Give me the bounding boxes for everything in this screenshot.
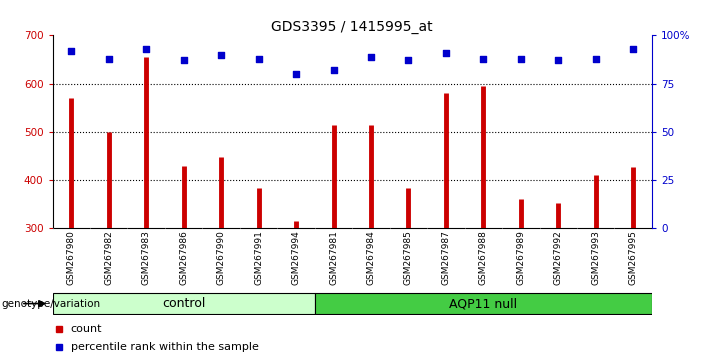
Point — [590, 56, 601, 61]
Text: GSM267993: GSM267993 — [591, 230, 600, 285]
Text: GSM267995: GSM267995 — [629, 230, 638, 285]
Bar — [53, 293, 315, 314]
Text: GSM267984: GSM267984 — [367, 230, 376, 285]
Text: GSM267980: GSM267980 — [67, 230, 76, 285]
Text: GSM267982: GSM267982 — [104, 230, 114, 285]
Text: GSM267981: GSM267981 — [329, 230, 338, 285]
Point — [365, 54, 376, 59]
Point — [403, 58, 414, 63]
Text: AQP11 null: AQP11 null — [449, 297, 517, 310]
Point — [103, 56, 114, 61]
Text: GSM267990: GSM267990 — [217, 230, 226, 285]
Point — [440, 50, 451, 56]
Text: GSM267988: GSM267988 — [479, 230, 488, 285]
Point — [478, 56, 489, 61]
Point — [178, 58, 189, 63]
Point — [66, 48, 77, 54]
Point — [515, 56, 526, 61]
Text: GSM267985: GSM267985 — [404, 230, 413, 285]
Point — [141, 46, 152, 52]
Text: GSM267986: GSM267986 — [179, 230, 188, 285]
Text: control: control — [162, 297, 205, 310]
Text: GSM267983: GSM267983 — [142, 230, 151, 285]
Text: GSM267989: GSM267989 — [517, 230, 525, 285]
Point — [552, 58, 564, 63]
Point — [328, 67, 339, 73]
Text: count: count — [71, 324, 102, 334]
Point — [627, 46, 639, 52]
Point — [215, 52, 226, 57]
Text: GSM267994: GSM267994 — [292, 230, 301, 285]
Text: percentile rank within the sample: percentile rank within the sample — [71, 342, 259, 352]
Text: GSM267987: GSM267987 — [442, 230, 451, 285]
Text: GSM267991: GSM267991 — [254, 230, 263, 285]
Point — [253, 56, 264, 61]
Title: GDS3395 / 1415995_at: GDS3395 / 1415995_at — [271, 21, 433, 34]
Point — [290, 71, 301, 77]
Bar — [315, 293, 652, 314]
Text: genotype/variation: genotype/variation — [1, 298, 100, 309]
Text: GSM267992: GSM267992 — [554, 230, 563, 285]
